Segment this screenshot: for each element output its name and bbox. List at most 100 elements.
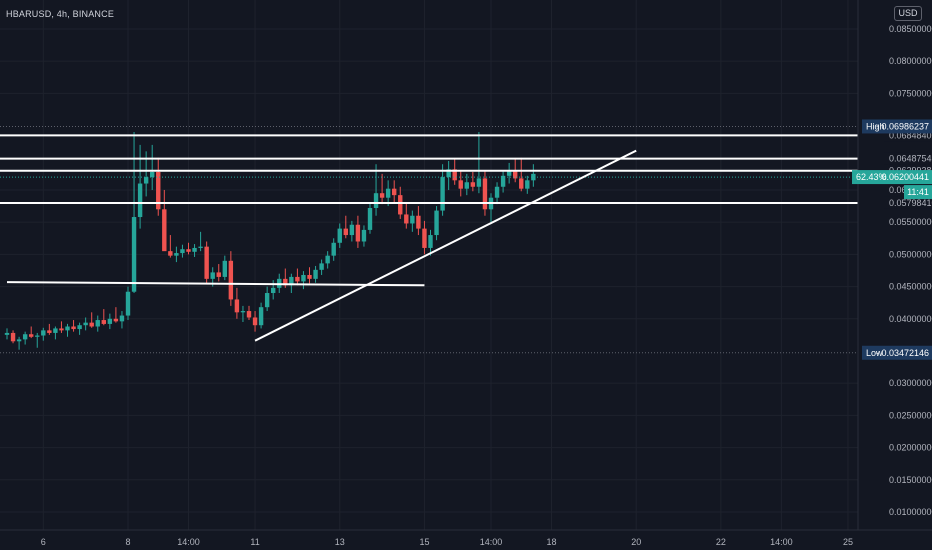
y-tick-label: 0.03000000 — [889, 378, 932, 388]
candle — [252, 317, 258, 326]
candle — [525, 180, 530, 189]
candle — [416, 215, 421, 229]
y-tick-label: 0.02500000 — [889, 410, 932, 420]
candle — [301, 274, 306, 282]
candle — [240, 311, 246, 313]
x-tick-label: 25 — [843, 537, 853, 547]
currency-button[interactable]: USD — [894, 6, 922, 21]
candle — [162, 209, 167, 252]
low-tag — [862, 345, 932, 360]
candle — [283, 278, 288, 286]
candle — [65, 326, 70, 331]
candle — [77, 325, 82, 330]
candle — [440, 177, 445, 211]
current-change-label: 62.43% — [856, 172, 887, 182]
candle — [71, 326, 76, 330]
y-tick-label: 0.08000000 — [889, 56, 932, 66]
candle — [434, 210, 439, 236]
candle — [295, 276, 300, 282]
candle — [325, 255, 330, 264]
price-level-label: 0.06487549 — [889, 154, 932, 164]
candle — [22, 334, 28, 340]
price-level-tag — [884, 196, 932, 209]
candle — [373, 193, 379, 209]
candle — [192, 247, 197, 252]
horizontal-support[interactable] — [6, 281, 425, 287]
candle — [216, 272, 221, 277]
candle — [476, 178, 482, 187]
candle — [313, 269, 318, 279]
y-tick-label: 0.07500000 — [889, 88, 932, 98]
price-level-label: 0.05798410 — [889, 198, 932, 208]
candle — [355, 224, 361, 242]
x-tick-label: 14:00 — [480, 537, 503, 547]
candle — [210, 272, 215, 279]
candle — [531, 173, 536, 181]
price-axis[interactable] — [858, 0, 932, 550]
candle — [95, 320, 100, 327]
price-level-tag — [884, 152, 932, 165]
candle — [385, 188, 391, 198]
high-tag-value: - 0.06986237 — [876, 121, 929, 131]
candle — [337, 228, 342, 243]
candle — [319, 263, 324, 270]
candle — [228, 260, 234, 300]
candle — [271, 287, 276, 294]
candle — [452, 169, 457, 181]
candle — [258, 307, 264, 326]
candle — [113, 318, 119, 322]
candle — [137, 183, 143, 218]
candle — [107, 318, 113, 324]
candle — [410, 215, 415, 224]
candle — [343, 228, 348, 236]
x-tick-label: 11 — [250, 537, 259, 547]
candle — [156, 171, 161, 210]
candle — [446, 169, 451, 178]
candle — [204, 246, 209, 279]
candle — [246, 311, 252, 318]
y-tick-label: 0.04000000 — [889, 314, 932, 324]
candle — [470, 182, 476, 187]
x-tick-label: 6 — [41, 537, 46, 547]
candle — [482, 178, 488, 210]
ascending-trendline[interactable] — [254, 149, 637, 342]
x-tick-label: 8 — [125, 537, 130, 547]
y-tick-label: 0.04500000 — [889, 282, 932, 292]
candle — [83, 322, 88, 326]
candle — [331, 242, 336, 256]
low-tag-value: - 0.03472146 — [876, 348, 929, 358]
candle — [458, 180, 463, 189]
candle — [307, 274, 312, 279]
candle — [361, 229, 367, 242]
x-tick-label: 13 — [335, 537, 345, 547]
low-tag-label: Low — [866, 348, 883, 358]
candle — [168, 251, 173, 256]
candle — [198, 246, 203, 248]
x-tick-label: 18 — [546, 537, 556, 547]
candle — [180, 249, 185, 254]
candle — [150, 171, 155, 178]
candle — [404, 214, 409, 224]
x-tick-label: 22 — [716, 537, 726, 547]
candle — [174, 253, 179, 256]
candle — [494, 186, 500, 198]
price-level-label: 0.06848406 — [889, 130, 932, 140]
candle — [47, 330, 52, 333]
y-tick-label: 0.02000000 — [889, 443, 932, 453]
y-tick-label: 0.01500000 — [889, 475, 932, 485]
candle — [506, 170, 512, 176]
y-tick-label: 0.05000000 — [889, 249, 932, 259]
candle — [131, 217, 137, 292]
candle — [4, 332, 10, 335]
candle — [101, 320, 106, 324]
high-tag-label: High — [866, 121, 885, 131]
candle — [264, 293, 270, 308]
current-price-tag — [852, 170, 932, 185]
x-tick-label: 14:00 — [177, 537, 200, 547]
candle — [500, 175, 506, 187]
candle — [422, 228, 427, 248]
candle — [464, 182, 469, 189]
candle — [367, 208, 373, 230]
